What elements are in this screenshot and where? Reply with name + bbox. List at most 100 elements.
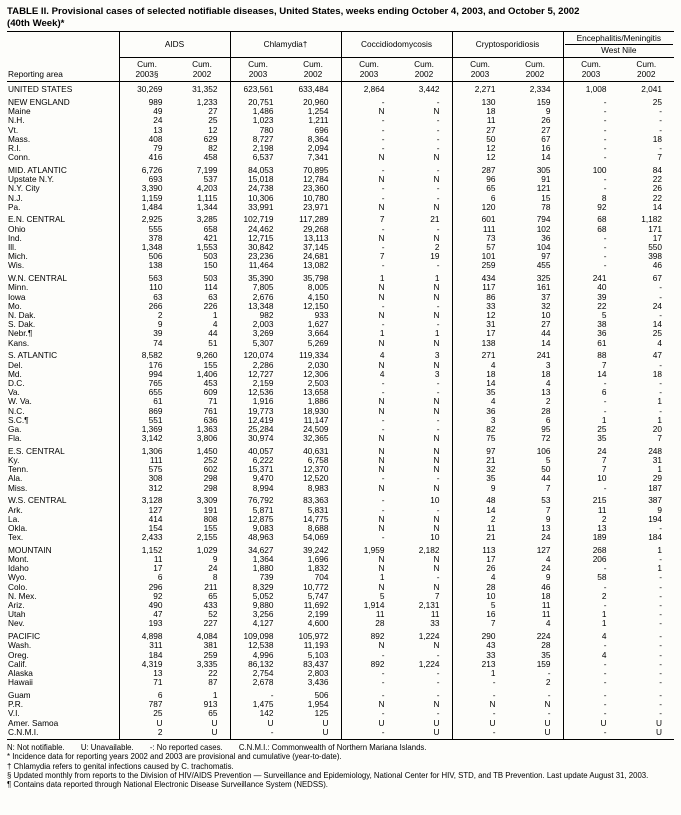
reporting-area-cell: R.I. bbox=[8, 144, 21, 154]
value-cell: 602 bbox=[203, 464, 218, 475]
value-cell: 408 bbox=[118, 134, 175, 145]
value-cell: 601 bbox=[451, 211, 508, 225]
footnote-line: ¶ Contains data reported through Nationa… bbox=[7, 780, 328, 790]
value-cell: 48,963 bbox=[229, 532, 286, 543]
reporting-area-cell: Ohio bbox=[8, 224, 26, 234]
value-cell: 2,286 bbox=[229, 360, 286, 370]
value-cell: - bbox=[340, 301, 397, 311]
value-cell: 18,930 bbox=[303, 405, 329, 416]
reporting-area-cell: Colo. bbox=[8, 582, 28, 592]
reporting-area-cell: E.S. CENTRAL bbox=[8, 445, 65, 456]
value-cell: 63 bbox=[118, 292, 175, 302]
value-cell: 8,005 bbox=[307, 282, 329, 293]
value-cell: 159 bbox=[536, 658, 551, 669]
table-row: Ind. 378 421 12,715 13,113 N N 73 36- 17 bbox=[7, 232, 674, 244]
value-cell: 15 bbox=[541, 192, 551, 203]
value-cell: 4 bbox=[562, 628, 619, 642]
value-cell: 2,864 bbox=[340, 81, 397, 95]
value-cell: 58 bbox=[562, 573, 619, 583]
value-cell: 155 bbox=[203, 359, 218, 370]
value-cell: 2 bbox=[118, 727, 175, 740]
subheader-cell: Cum. 2002 bbox=[396, 57, 453, 82]
value-cell: N bbox=[340, 360, 397, 370]
value-cell: 39 bbox=[118, 329, 175, 339]
value-cell: 39 bbox=[562, 292, 619, 302]
value-cell: - bbox=[659, 522, 663, 533]
value-cell: 1,306 bbox=[118, 443, 175, 457]
value-cell: N bbox=[340, 174, 397, 185]
value-cell: 3,442 bbox=[418, 84, 440, 95]
value-cell: - bbox=[562, 233, 619, 244]
value-cell: 82 bbox=[208, 143, 218, 154]
value-cell: 82 bbox=[451, 424, 508, 435]
value-cell: 551 bbox=[118, 415, 175, 425]
table-row: S.C.¶ 551 636 12,419 11,147 - - 3 6 1 1 bbox=[7, 414, 674, 425]
reporting-area-cell: Tex. bbox=[8, 533, 24, 543]
reporting-area-cell: S.C.¶ bbox=[8, 415, 29, 425]
value-cell: 91 bbox=[541, 174, 551, 185]
reporting-area-header: Reporting area bbox=[7, 31, 119, 82]
value-cell: 171 bbox=[648, 223, 663, 234]
value-cell: 1 bbox=[657, 414, 663, 425]
value-cell: - bbox=[436, 572, 440, 583]
table-row: Mo. 266 226 13,348 12,150 - - 33 32 22 24 bbox=[7, 300, 674, 311]
value-cell: - bbox=[562, 659, 619, 669]
value-cell: 14 bbox=[451, 378, 508, 389]
value-cell: 18 bbox=[451, 369, 508, 379]
subheader-cell: Cum. 2002 bbox=[618, 57, 675, 82]
value-cell: 7,341 bbox=[307, 152, 329, 163]
value-cell: 111 bbox=[451, 224, 508, 234]
value-cell: N bbox=[544, 699, 551, 710]
value-cell: 88 bbox=[562, 347, 619, 361]
footnote-line: § Updated monthly from reports to the Di… bbox=[7, 770, 649, 780]
value-cell: 506 bbox=[118, 252, 175, 262]
value-cell: 24,509 bbox=[303, 423, 329, 434]
value-cell: 44 bbox=[541, 473, 551, 484]
value-cell: 1 bbox=[434, 328, 440, 339]
value-cell: 12 bbox=[451, 310, 508, 321]
value-cell: 97 bbox=[451, 443, 508, 457]
value-cell: - bbox=[340, 193, 397, 203]
reporting-area-cell: Oreg. bbox=[8, 650, 29, 660]
reporting-area-cell: N.J. bbox=[8, 193, 23, 203]
value-cell: - bbox=[451, 687, 508, 701]
value-cell: 24,681 bbox=[303, 251, 329, 262]
value-cell: 8,364 bbox=[307, 133, 329, 144]
table-row: Ky. 111 252 6,222 6,758 N N 21 5 7 31 bbox=[7, 455, 674, 466]
value-cell: 3 bbox=[434, 368, 440, 379]
value-cell: 8,994 bbox=[229, 483, 286, 493]
value-cell: N bbox=[433, 359, 440, 370]
value-cell: - bbox=[562, 677, 619, 688]
value-cell: N bbox=[340, 523, 397, 534]
value-cell: 86,132 bbox=[229, 659, 286, 669]
value-cell: 8,983 bbox=[307, 482, 329, 493]
value-cell: 9,260 bbox=[196, 350, 218, 361]
value-cell: 127 bbox=[118, 505, 175, 515]
table-row: Maine 49 27 1,486 1,254 N N 18 9 - - bbox=[7, 107, 674, 117]
value-cell: 65 bbox=[208, 590, 218, 601]
value-cell: 421 bbox=[203, 232, 218, 243]
value-cell: 18 bbox=[652, 133, 663, 144]
value-cell: - bbox=[340, 319, 397, 330]
value-cell: 1 bbox=[562, 415, 619, 425]
value-cell: 537 bbox=[203, 174, 218, 185]
value-cell: 14,775 bbox=[303, 513, 329, 524]
value-cell: 11 bbox=[541, 609, 551, 620]
value-cell: 1,406 bbox=[196, 368, 218, 379]
value-cell: 12 bbox=[451, 143, 508, 154]
value-cell: 3 bbox=[434, 350, 440, 361]
value-cell: 2,198 bbox=[229, 143, 286, 154]
value-cell: 17 bbox=[652, 232, 663, 243]
value-cell: 24 bbox=[652, 300, 663, 311]
value-cell: - bbox=[436, 223, 440, 234]
value-cell: 13 bbox=[541, 387, 551, 398]
value-cell: 794 bbox=[536, 214, 551, 225]
value-cell: 22 bbox=[562, 301, 619, 311]
value-cell: 739 bbox=[229, 573, 286, 583]
reporting-area-cell: W. Va. bbox=[8, 397, 32, 407]
value-cell: - bbox=[229, 727, 286, 740]
value-cell: 266 bbox=[118, 301, 175, 311]
col-group-coccidiodomycosis: Coccidiodomycosis bbox=[340, 31, 453, 59]
value-cell: 5,269 bbox=[307, 337, 329, 348]
reporting-area-cell: Mich. bbox=[8, 252, 28, 262]
